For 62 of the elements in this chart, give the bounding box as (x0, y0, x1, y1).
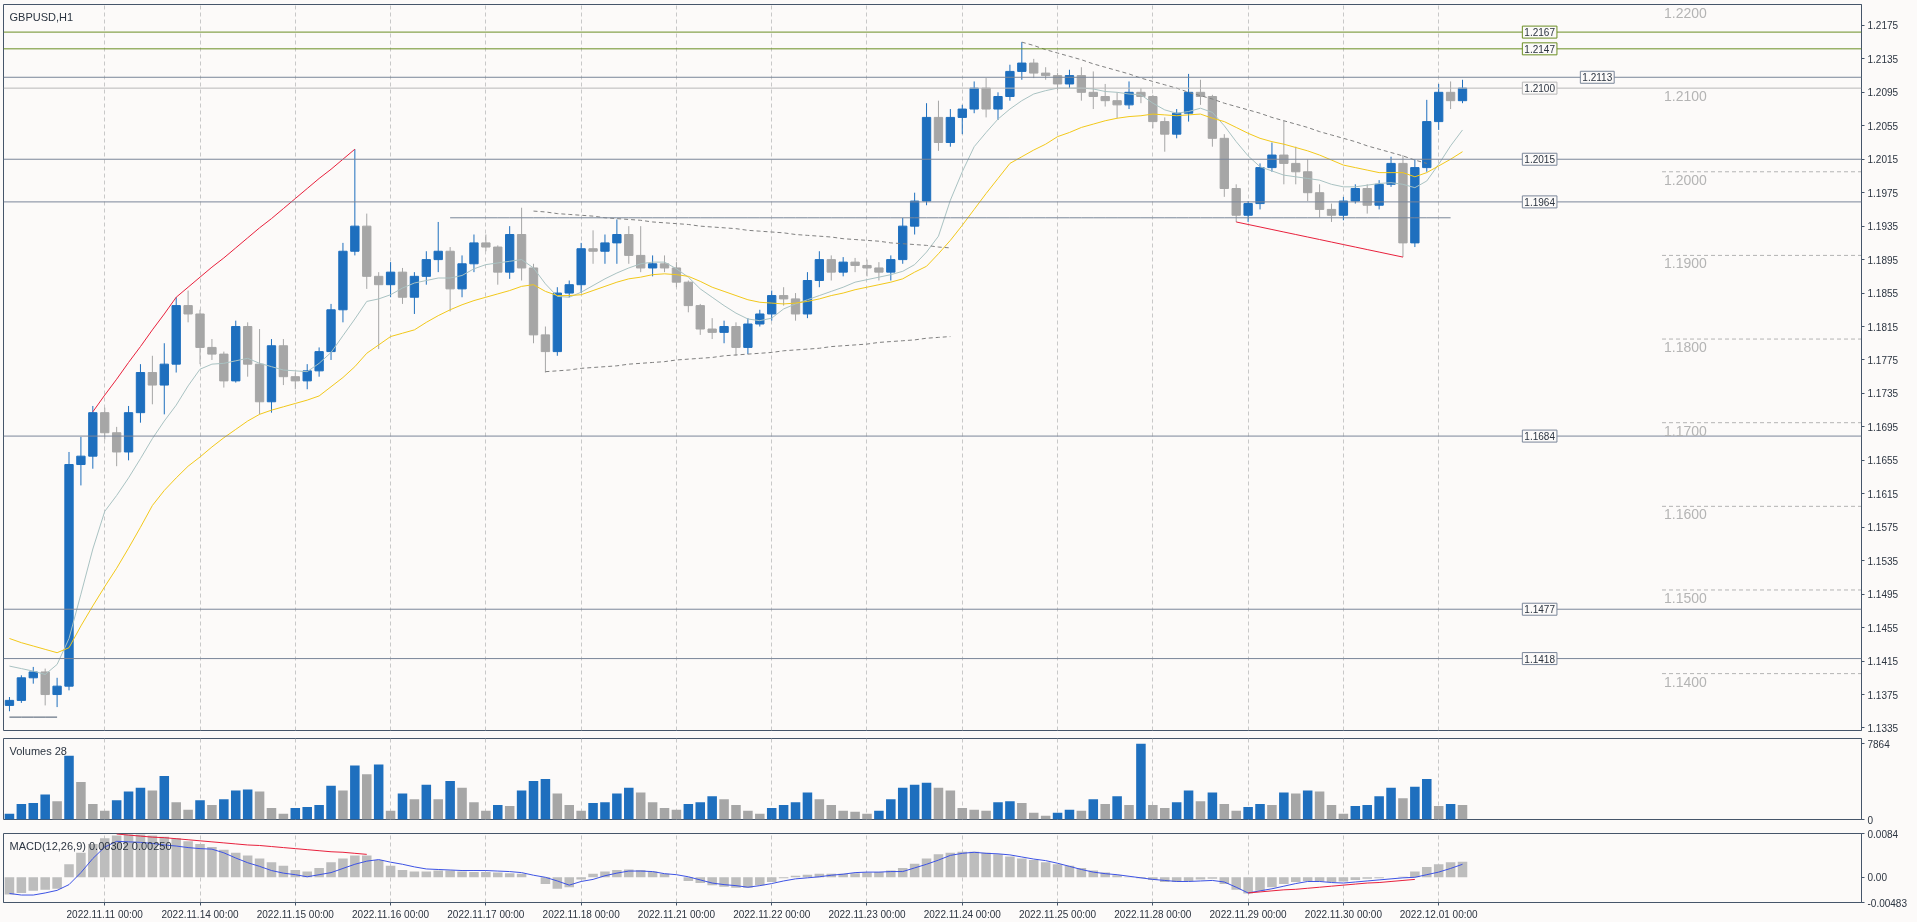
annotation: 1.2100 (1664, 88, 1708, 105)
x-tick-label: 2022.11.29 00:00 (1209, 908, 1288, 920)
x-tick-label: 2022.11.17 00:00 (447, 908, 525, 920)
ref-line-label: 1.1700 (1664, 422, 1708, 439)
y-tick-label: 0 (1867, 814, 1874, 826)
ref-line-label: 1.2113 (1582, 72, 1613, 84)
y-tick-label: 1.1775 (1867, 354, 1899, 366)
ref-line-label: 1.1964 (1524, 196, 1556, 208)
y-tick-label: 0.0084 (1867, 828, 1899, 840)
x-tick-label: 2022.11.25 00:00 (1019, 908, 1097, 920)
y-tick-label: 1.1975 (1867, 187, 1899, 199)
y-tick-label: 1.1455 (1867, 622, 1899, 634)
ref-line-label: 1.1900 (1664, 255, 1708, 272)
y-tick-label: 1.2015 (1867, 154, 1899, 166)
x-tick-label: 2022.11.22 00:00 (733, 908, 811, 920)
ref-line-label: 1.2100 (1524, 83, 1556, 95)
x-tick-label: 2022.11.28 00:00 (1114, 908, 1192, 920)
y-tick-label: 1.1855 (1867, 288, 1899, 300)
x-tick-label: 2022.12.01 00:00 (1399, 908, 1479, 920)
ref-line-label: 1.2015 (1524, 154, 1556, 166)
x-tick-label: 2022.11.11 00:00 (66, 908, 144, 920)
x-tick-label: 2022.11.14 00:00 (161, 908, 240, 920)
ref-line-label: 1.1418 (1524, 653, 1556, 665)
text: GBPUSD,H1 (9, 10, 74, 23)
x-tick-label: 2022.11.24 00:00 (923, 908, 1002, 920)
x-tick-label: 2022.11.15 00:00 (256, 908, 335, 920)
y-tick-label: 1.1655 (1867, 455, 1899, 467)
y-tick-label: 1.1735 (1867, 388, 1899, 400)
text: Volumes 28 (9, 744, 67, 757)
y-tick-label: 1.1575 (1867, 522, 1899, 534)
ref-line-label: 1.1800 (1664, 339, 1708, 356)
y-tick-label: 7864 (1867, 738, 1891, 750)
y-tick-label: 1.1375 (1867, 689, 1899, 701)
y-tick-label: 1.1495 (1867, 589, 1899, 601)
ref-line-label: 1.1500 (1664, 589, 1708, 606)
annotation: 1.2200 (1664, 4, 1708, 21)
y-tick-label: 1.1615 (1867, 488, 1899, 500)
ref-line-label: 1.1400 (1664, 673, 1708, 690)
y-tick-label: 1.2095 (1867, 87, 1899, 99)
y-tick-label: 0.00 (1867, 872, 1888, 884)
y-tick-label: -0.00483 (1867, 897, 1908, 909)
x-tick-label: 2022.11.16 00:00 (352, 908, 430, 920)
y-tick-label: 1.1335 (1867, 722, 1899, 734)
ref-line-label: 1.2167 (1524, 27, 1556, 39)
ref-line-label: 1.1684 (1524, 431, 1556, 443)
y-tick-label: 1.1895 (1867, 254, 1899, 266)
x-tick-label: 2022.11.21 00:00 (637, 908, 716, 920)
y-tick-label: 1.1535 (1867, 555, 1899, 567)
ref-line-label: 1.1477 (1524, 604, 1556, 616)
x-tick-label: 2022.11.18 00:00 (542, 908, 621, 920)
y-tick-label: 1.1815 (1867, 321, 1899, 333)
y-tick-label: 1.2055 (1867, 120, 1899, 132)
x-tick-label: 2022.11.30 00:00 (1304, 908, 1383, 920)
ref-line-label: 1.2147 (1524, 43, 1556, 55)
y-tick-label: 1.1935 (1867, 221, 1899, 233)
y-tick-label: 1.1415 (1867, 656, 1899, 668)
x-tick-label: 2022.11.23 00:00 (828, 908, 906, 920)
ref-line-label: 1.2000 (1664, 171, 1708, 188)
y-tick-label: 1.1695 (1867, 421, 1899, 433)
ref-line-label: 1.1600 (1664, 506, 1708, 523)
y-tick-label: 1.2135 (1867, 53, 1899, 65)
y-tick-label: 1.2175 (1867, 20, 1899, 32)
